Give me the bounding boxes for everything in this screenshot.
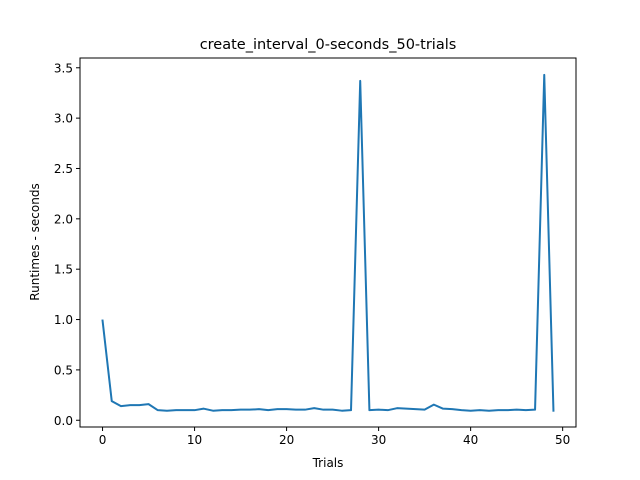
y-tick-label: 1.0 [54,313,73,327]
plot-area: 0 10 20 30 40 50 0.0 0.5 1.0 1.5 2.0 2.5 3.0 3.5 [54,57,577,447]
chart-title: create_interval_0-seconds_50-trials [200,37,457,53]
axes-frame [79,57,577,428]
y-tick-label: 3.0 [54,112,73,126]
x-tick-label: 0 [99,433,107,447]
series-line-0 [101,73,555,412]
y-tick-label: 2.0 [54,212,73,226]
y-tick-label: 2.5 [54,162,73,176]
y-tick-label: 1.5 [54,263,73,277]
y-tick-label: 0.0 [54,414,73,428]
x-tick-label: 40 [463,433,478,447]
y-tick-label: 0.5 [54,363,73,377]
x-tick-label: 50 [555,433,570,447]
x-tick-label: 20 [279,433,294,447]
y-axis-label: Runtimes - seconds [28,183,42,300]
x-axis-label: Trials [312,456,344,470]
x-tick-label: 30 [371,433,386,447]
y-tick-label: 3.5 [54,61,73,75]
x-tick-label: 10 [187,433,202,447]
